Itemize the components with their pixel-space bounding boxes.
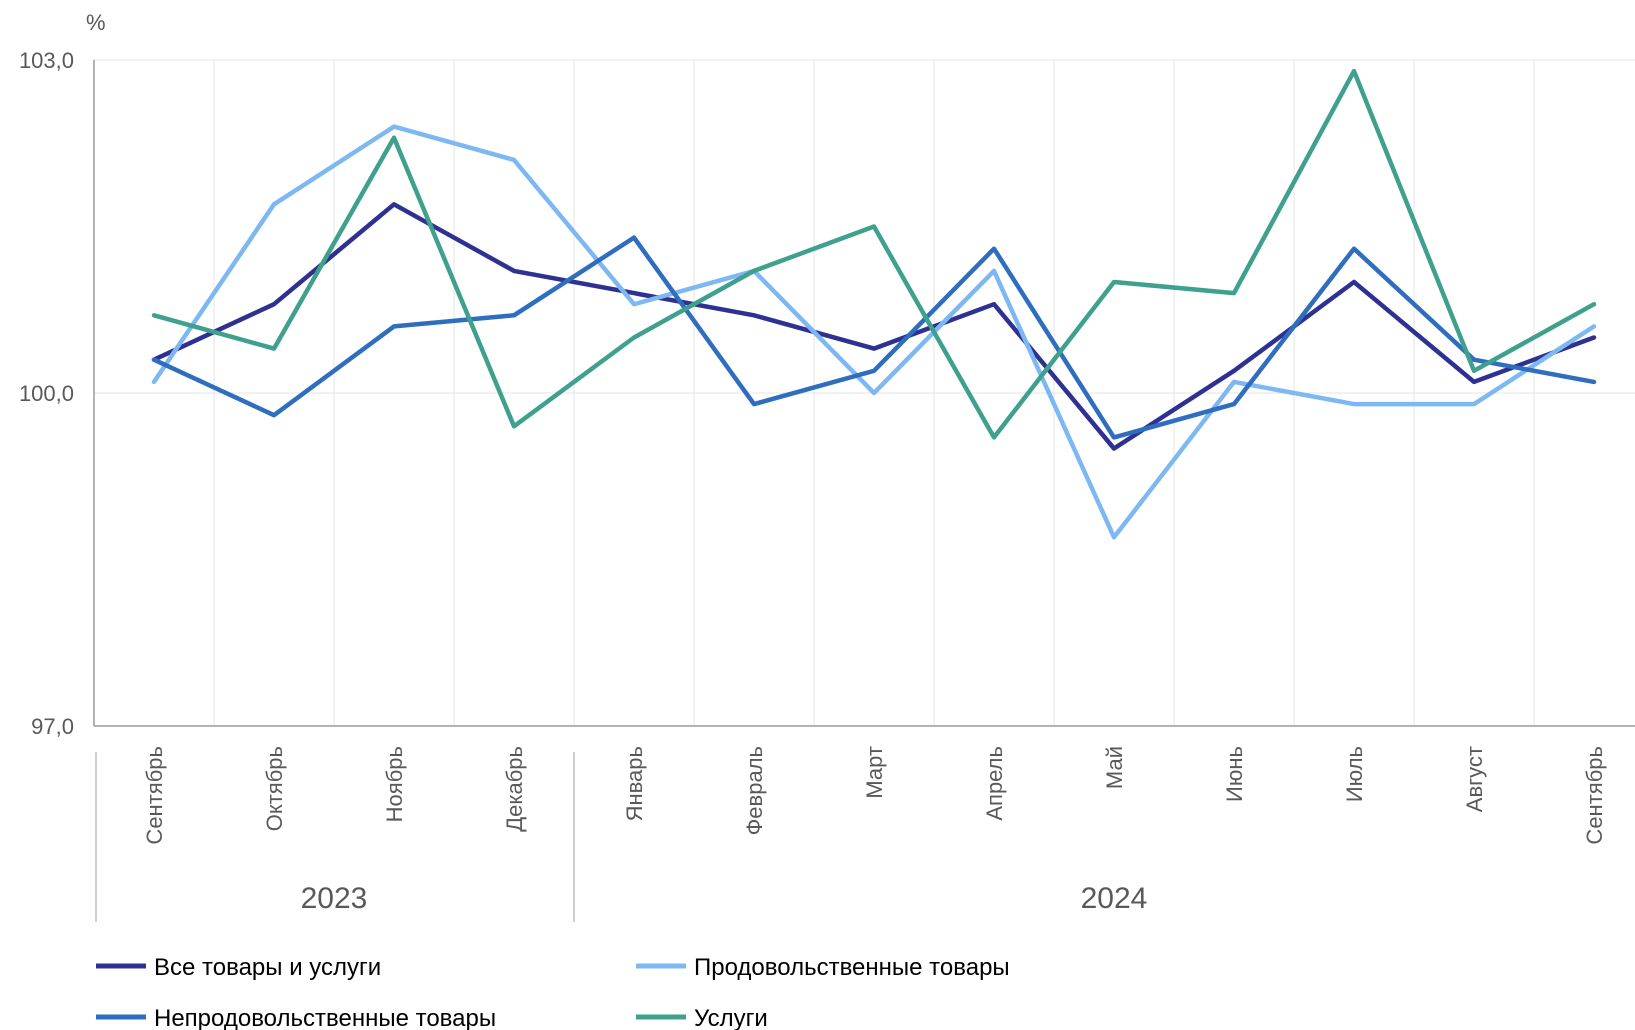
legend-label: Продовольственные товары <box>694 954 1010 981</box>
x-tick-label: Сентябрь <box>142 746 167 845</box>
y-tick-label: 103,0 <box>19 48 74 73</box>
legend-label: Все товары и услуги <box>154 954 381 981</box>
y-tick-label: 100,0 <box>19 381 74 406</box>
x-tick-label: Август <box>1462 746 1487 812</box>
series-line-1 <box>151 202 1597 451</box>
x-tick-label: Сентябрь <box>1582 746 1607 845</box>
label-layer: 97,0 100,0 103,0% Сентябрь Октябрь Ноябрь Дека… <box>19 10 1607 915</box>
year-label: 2024 <box>1081 882 1148 915</box>
x-tick-label: Ноябрь <box>382 746 407 822</box>
grid-layer <box>94 59 1635 727</box>
series-layer <box>151 68 1597 540</box>
x-tick-label: Апрель <box>982 746 1007 821</box>
x-tick-label: Февраль <box>742 746 767 835</box>
x-tick-label: Декабрь <box>502 746 527 832</box>
series-line-3 <box>151 235 1597 440</box>
series-line-2 <box>151 124 1597 540</box>
x-tick-label: Июнь <box>1222 746 1247 802</box>
series-line-4 <box>151 68 1597 440</box>
x-tick-label: Март <box>862 746 887 799</box>
year-label: 2023 <box>301 882 368 915</box>
x-tick-label: Май <box>1102 746 1127 789</box>
y-tick-label: 97,0 <box>31 714 74 739</box>
x-tick-label: Январь <box>622 746 647 821</box>
axis-layer <box>93 60 1635 922</box>
legend-label: Непродовольственные товары <box>154 1005 496 1030</box>
y-unit-label: % <box>86 10 106 35</box>
legend: Все товары и услуги Продовольственные тов… <box>96 954 1010 1030</box>
x-tick-label: Июль <box>1342 746 1367 802</box>
x-tick-label: Октябрь <box>262 746 287 831</box>
legend-label: Услуги <box>694 1005 768 1030</box>
